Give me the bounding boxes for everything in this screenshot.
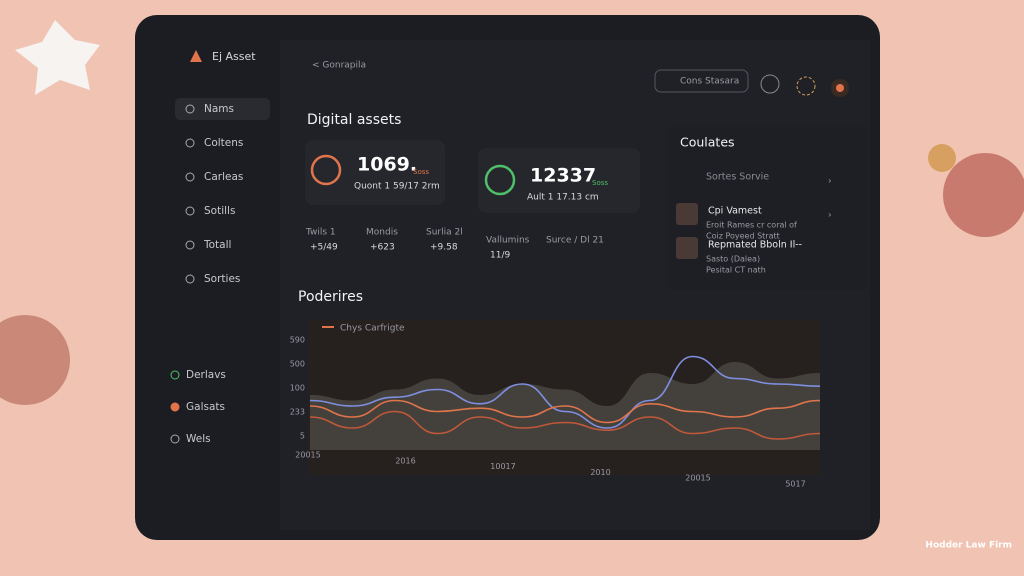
nav-item[interactable]: Derlavs (186, 369, 226, 381)
x-tick-label: 20015 (685, 474, 710, 483)
nav-item[interactable]: Carleas (204, 171, 243, 183)
y-tick-label: 233 (290, 408, 305, 417)
chart-title: Poderires (298, 289, 363, 305)
card-icon (310, 154, 342, 186)
ornament (928, 144, 956, 172)
nav-item[interactable]: Sorties (204, 273, 240, 285)
section-title: Digital assets (307, 112, 401, 128)
stat-label: Vallumins (486, 236, 530, 246)
stat-label: Surlia 2l (426, 228, 463, 238)
stat-label: Twils 1 (305, 228, 336, 238)
panel-item-title[interactable]: Cpi Vamest (708, 206, 762, 217)
panel-item-line: Pesital CT nath (706, 266, 766, 275)
ornament (943, 153, 1024, 237)
nav-icon[interactable] (185, 240, 195, 250)
nav-icon[interactable] (185, 274, 195, 284)
x-tick-label: 2016 (395, 456, 415, 465)
panel-item-line: Sasto (Dalea) (706, 255, 760, 264)
panel-item-title[interactable]: Sortes Sorvie (706, 172, 769, 183)
logo-icon (190, 50, 202, 62)
nav-icon[interactable] (185, 172, 195, 182)
chevron: › (828, 211, 832, 221)
series-line (309, 410, 821, 440)
nav-item[interactable]: Sotills (204, 205, 235, 217)
y-tick-label: 5 (300, 432, 305, 441)
nav-selected (175, 98, 270, 120)
card-value: 12337 (530, 165, 596, 187)
y-tick-label: 590 (290, 336, 305, 345)
nav-icon[interactable] (185, 138, 195, 148)
nav-icon[interactable] (185, 104, 195, 114)
series-line (309, 399, 821, 424)
icon-user[interactable] (760, 74, 780, 94)
button-label[interactable]: Cons Stasara (680, 77, 739, 87)
stat-value: +9.58 (430, 243, 458, 253)
x-tick-label: 10017 (490, 462, 515, 471)
stat-value: +623 (370, 243, 395, 253)
button[interactable] (654, 69, 749, 93)
x-tick-label: 20015 (295, 451, 320, 460)
panel-item-line: Coiz Poyeed Stratt (706, 232, 780, 241)
nav-icon[interactable] (170, 434, 180, 444)
thumb (676, 203, 698, 225)
avatar-dot (836, 84, 844, 92)
stat-label: Mondis (366, 228, 398, 238)
panel-title: Coulates (680, 135, 735, 150)
card-sub: Ault 1 17.13 cm (527, 193, 599, 203)
card-sub: Quont 1 59/17 2rm (354, 182, 440, 192)
series-line (309, 355, 821, 429)
ornament (0, 315, 70, 405)
icon-settings[interactable] (796, 76, 816, 96)
x-tick-label: 2010 (590, 468, 610, 477)
stat-value: 11/9 (490, 251, 510, 261)
y-tick-label: 100 (290, 384, 305, 393)
y-tick-label: 500 (290, 360, 305, 369)
legend: Chys Carfrigte (340, 324, 405, 334)
x-tick-label: 5017 (785, 480, 805, 489)
nav-icon[interactable] (170, 402, 180, 412)
nav-item[interactable]: Totall (203, 239, 231, 251)
breadcrumb: < Gonrapila (312, 61, 366, 71)
panel-item-title[interactable]: Repmated Bboln Il-- (708, 240, 802, 251)
card-value: 1069. (357, 154, 417, 176)
card-tag: Soss (592, 179, 608, 187)
card[interactable] (305, 140, 445, 205)
nav-item[interactable]: Coltens (204, 137, 243, 149)
card-tag: Soss (413, 168, 429, 176)
chevron: › (828, 177, 832, 187)
card[interactable] (478, 148, 640, 213)
nav-item[interactable]: Nams (204, 103, 234, 115)
panel-item-line: Eroit Rames cr coral of (706, 221, 797, 230)
nav-item[interactable]: Galsats (186, 401, 225, 413)
star-ornament (15, 20, 100, 95)
panel (668, 125, 868, 290)
logo: Ej Asset (212, 50, 256, 63)
stat-value: +5/49 (310, 243, 338, 253)
stat-label: Surce / Dl 21 (546, 236, 604, 246)
nav-icon[interactable] (185, 206, 195, 216)
card-icon (484, 164, 516, 196)
nav-icon[interactable] (170, 370, 180, 380)
nav-item[interactable]: Wels (186, 433, 211, 445)
thumb (676, 237, 698, 259)
watermark: Hodder Law Firm (925, 541, 1012, 551)
